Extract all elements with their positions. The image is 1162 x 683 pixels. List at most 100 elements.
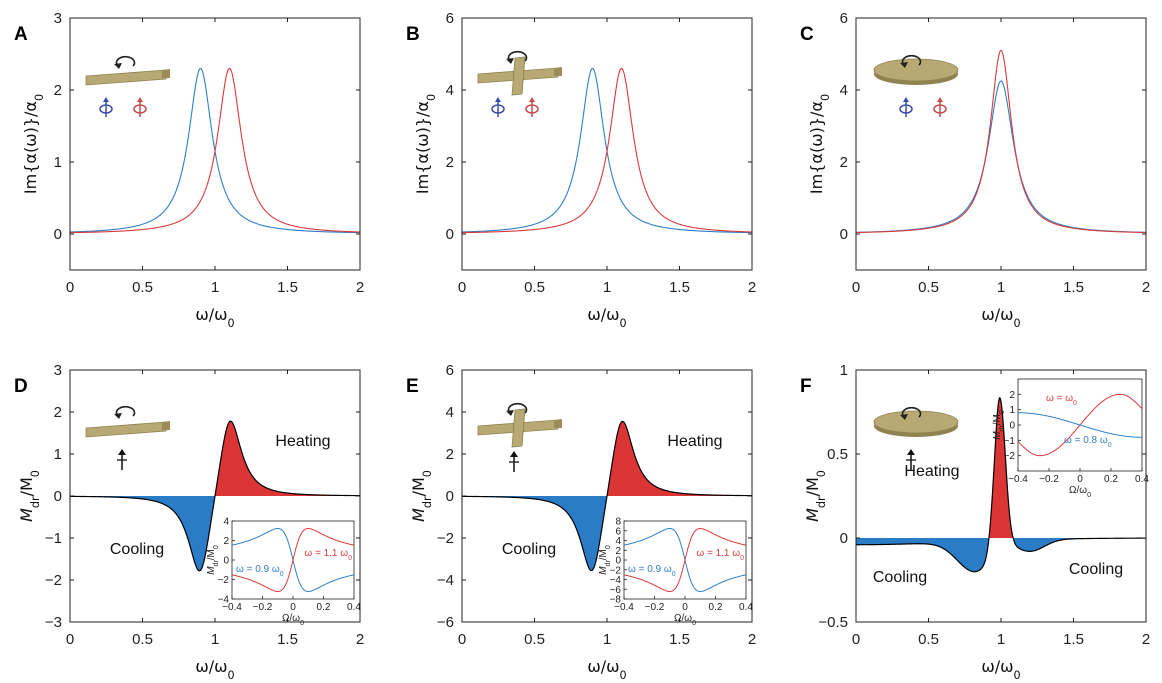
inset-y-tick-label: 4 (615, 536, 621, 547)
y-axis-label: Im{α(ω)}/α0 (807, 94, 832, 194)
inset-y-tick-label: 2 (1009, 390, 1015, 401)
x-tick-label: 0.5 (524, 631, 545, 648)
x-axis-label: ω/ω0 (981, 657, 1020, 682)
sigma-plus-icon-loop (491, 104, 505, 114)
y-tick-label: 6 (840, 10, 848, 27)
rod-icon (85, 69, 167, 86)
y-tick-label: 3 (54, 10, 62, 27)
y-tick-label: 3 (54, 362, 62, 379)
rotation-arrowhead-icon (900, 414, 908, 420)
rotation-arrowhead-icon (114, 413, 122, 419)
inset-legend-red: ω = 1.1 ω0 (304, 548, 352, 562)
x-tick-label: 0.5 (524, 279, 545, 296)
y-tick-label: −4 (437, 572, 454, 589)
panel-label-d: D (14, 376, 28, 397)
y-tick-label: 0 (840, 226, 848, 243)
y-tick-label: 6 (446, 362, 454, 379)
inset-y-tick-label: −8 (610, 595, 622, 606)
inset-y-tick-label: −1 (1004, 436, 1016, 447)
inset-x-tick-label: −0.4 (1008, 474, 1028, 485)
y-tick-label: 1 (54, 154, 62, 171)
inset-y-tick-label: 0 (615, 556, 621, 567)
mdr-curve (69, 420, 361, 572)
panel-b: B 0 0.5 1 1.5 2 0 2 4 6 ω/ω0 Im{α(ω)}/α0 (406, 10, 756, 330)
inset-series-red (231, 528, 355, 592)
rotation-arrowhead-icon (506, 410, 514, 416)
x-tick-label: 0.5 (132, 631, 153, 648)
x-tick-label: 0 (66, 631, 74, 648)
sigma-minus-icon-loop (525, 104, 539, 114)
panel-label-e: E (406, 376, 419, 397)
rotation-arrow-icon (901, 54, 922, 66)
x-axis-label: ω/ω0 (195, 305, 234, 330)
inset-y-tick-label: 8 (615, 517, 621, 528)
x-tick-label: 1 (211, 631, 219, 648)
y-tick-label: 6 (446, 10, 454, 27)
panel-e: E0 0.5 1 1.5 2−6−4−20246ω/ω0Mdr/M0HeatingCoo… (406, 362, 756, 682)
inset-x-tick-label: −0.2 (1039, 474, 1059, 485)
series-blue-line (855, 80, 1147, 233)
inset-legend-red: ω = ω0 (1046, 393, 1077, 407)
inset-d: −0.4 −0.2 0 0.2 0.4 −4 −2 0 2 4 Ω/ω0 Mdr/M0 ω = 0.9 … (206, 517, 361, 627)
inset-y-tick-label: 4 (223, 517, 229, 528)
x-tick-label: 0 (458, 279, 466, 296)
inset-x-tick-label: 0.2 (317, 602, 331, 613)
panel-a: A 0 0.5 1 1.5 2 0 1 2 3 ω/ω0 Im{α(ω)}/α0 (14, 10, 364, 330)
x-tick-label: 2 (356, 279, 364, 296)
y-axis-label: Mdr/M0 (409, 470, 434, 522)
heating-label: Heating (275, 433, 330, 450)
x-tick-label: 1.5 (1063, 279, 1084, 296)
x-tick-label: 2 (748, 279, 756, 296)
inset-y-tick-label: −2 (1004, 451, 1016, 462)
y-tick-label: 2 (54, 82, 62, 99)
x-tick-label: 0 (852, 279, 860, 296)
x-tick-label: 0.5 (132, 279, 153, 296)
panel-label-c: C (800, 24, 814, 45)
y-axis-label: Mdr/M0 (17, 470, 42, 522)
plot-frame (855, 17, 1147, 271)
plot-frame (69, 17, 361, 271)
x-tick-label: 1.5 (277, 279, 298, 296)
y-axis-label: Mdr/M0 (803, 470, 828, 522)
y-tick-label: 4 (446, 82, 454, 99)
inset-x-label: Ω/ω0 (1069, 485, 1091, 499)
sigma-plus-icon-head (495, 97, 501, 102)
inset-x-tick-label: −0.2 (645, 602, 665, 613)
x-tick-label: 2 (356, 631, 364, 648)
x-tick-label: 0.5 (918, 631, 939, 648)
inset-x-tick-label: 0.4 (347, 602, 361, 613)
inset-x-tick-label: 0 (1077, 474, 1083, 485)
inset-f: −0.4 −0.2 0 0.2 0.4 −2 −1 0 1 2 Ω/ω0 Mdr/M0 ω = ω0 ω … (992, 378, 1149, 499)
inset-y-label: Mdr/M0 (992, 410, 1006, 440)
y-tick-label: 4 (840, 82, 848, 99)
x-tick-label: 1 (997, 631, 1005, 648)
x-tick-label: 1.5 (669, 279, 690, 296)
inset-y-tick-label: 6 (615, 526, 621, 537)
y-tick-label: 2 (446, 446, 454, 463)
inset-y-tick-label: −4 (610, 575, 622, 586)
y-tick-label: 0 (446, 226, 454, 243)
cooling-area (856, 538, 1146, 572)
inset-y-tick-label: 2 (223, 536, 229, 547)
y-tick-label: 2 (54, 404, 62, 421)
rod-end-icon (554, 67, 562, 76)
sigma-plus-icon-head (103, 97, 109, 102)
inset-legend-blue: ω = 0.9 ω0 (628, 564, 676, 578)
rotation-arrowhead-icon (900, 62, 908, 68)
sigma-plus-icon-head (903, 97, 909, 102)
x-tick-label: 1.5 (1063, 631, 1084, 648)
y-tick-label: 0 (54, 226, 62, 243)
inset-legend-blue: ω = 0.8 ω0 (1064, 435, 1112, 449)
inset-y-tick-label: −2 (610, 565, 622, 576)
y-tick-label: −2 (437, 530, 454, 547)
inset-x-tick-label: 0.4 (1135, 474, 1149, 485)
x-tick-label: 0 (852, 631, 860, 648)
inset-y-tick-label: 2 (615, 546, 621, 557)
mdr-curve (856, 397, 1147, 573)
x-axis-label: ω/ω0 (195, 657, 234, 682)
x-tick-label: 0 (458, 631, 466, 648)
sigma-minus-icon-head (137, 97, 143, 102)
heating-area (856, 397, 1146, 538)
